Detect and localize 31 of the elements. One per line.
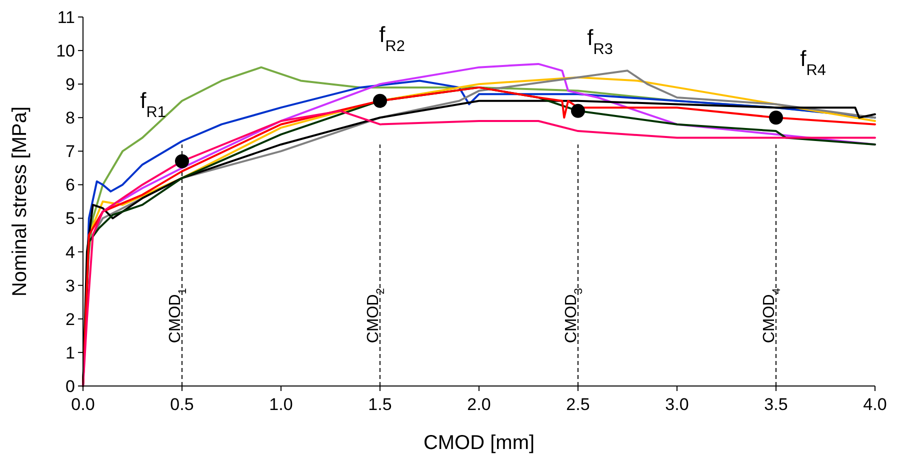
x-tick-label: 3.0 [665, 395, 689, 414]
point [175, 154, 189, 168]
y-tick-label: 9 [66, 75, 75, 94]
annotation: f$_{R1}$ [140, 88, 166, 120]
annotation: f$_{R3}$ [587, 25, 613, 58]
y-tick-label: 8 [66, 108, 75, 128]
x-tick-label: 1.5 [368, 395, 392, 414]
x-tick-label: 4.0 [863, 395, 887, 414]
x-tick-label: 2.0 [467, 395, 491, 414]
y-tick-label: 1 [66, 343, 75, 362]
annotation: f$_{R4}$ [800, 46, 826, 78]
y-tick-label: 5 [66, 209, 75, 228]
y-tick-label: 2 [66, 310, 75, 329]
x-tick-label: 0.5 [170, 395, 194, 414]
x-tick-label: 2.5 [566, 395, 590, 414]
x-axis-title: CMOD [mm] [423, 432, 535, 454]
y-tick-label: 10 [56, 41, 75, 60]
point [571, 104, 585, 118]
y-tick-label: 6 [66, 176, 75, 195]
x-tick-label: 1.0 [269, 395, 293, 414]
point [373, 94, 387, 108]
y-tick-label: 4 [66, 242, 75, 262]
x-tick-label: 3.5 [764, 395, 788, 414]
y-tick-label: 0 [66, 376, 75, 396]
y-axis-title: Nominal stress [MPa] [9, 106, 31, 297]
annotation: f$_{R2}$ [379, 22, 405, 54]
y-tick-label: 3 [66, 276, 75, 296]
y-tick-label: 7 [66, 142, 75, 162]
y-tick-label: 11 [57, 8, 75, 27]
x-tick-label: 0.0 [71, 395, 95, 414]
point [769, 110, 783, 125]
